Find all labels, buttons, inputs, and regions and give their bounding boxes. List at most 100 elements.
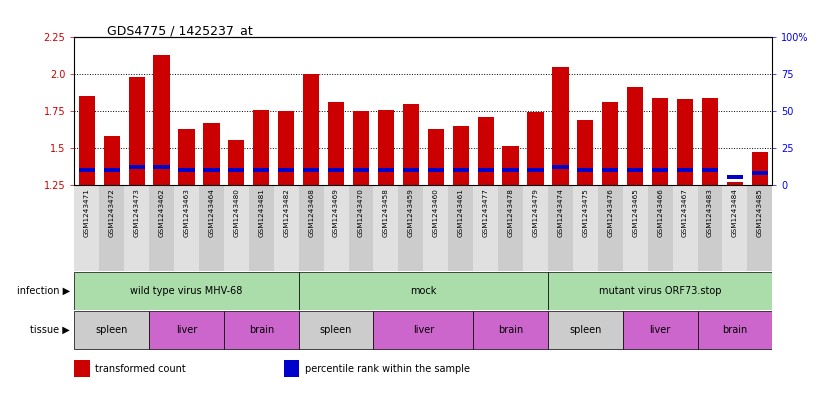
Bar: [203, 123, 220, 185]
Bar: [249, 185, 273, 271]
Bar: [498, 185, 523, 271]
Text: GSM1243470: GSM1243470: [358, 188, 364, 237]
Bar: [648, 185, 672, 271]
Bar: [150, 185, 174, 271]
Bar: [453, 168, 469, 172]
Bar: [129, 77, 145, 185]
Bar: [284, 360, 299, 377]
Bar: [74, 272, 299, 310]
Bar: [99, 185, 124, 271]
Bar: [748, 185, 772, 271]
Bar: [273, 185, 299, 271]
Bar: [353, 168, 369, 172]
Text: GSM1243472: GSM1243472: [109, 188, 115, 237]
Bar: [129, 165, 145, 169]
Bar: [677, 168, 693, 172]
Text: GSM1243480: GSM1243480: [234, 188, 240, 237]
Text: GSM1243473: GSM1243473: [134, 188, 140, 237]
Bar: [428, 168, 444, 172]
Bar: [178, 129, 195, 185]
Bar: [124, 185, 150, 271]
Bar: [548, 311, 623, 349]
Bar: [502, 168, 519, 172]
Text: GSM1243468: GSM1243468: [308, 188, 314, 237]
Text: percentile rank within the sample: percentile rank within the sample: [305, 364, 470, 374]
Bar: [723, 185, 748, 271]
Text: GSM1243481: GSM1243481: [259, 188, 264, 237]
Bar: [353, 111, 369, 185]
Bar: [548, 272, 772, 310]
Text: transformed count: transformed count: [95, 364, 186, 374]
Bar: [74, 311, 150, 349]
Bar: [278, 168, 294, 172]
Bar: [278, 111, 294, 185]
Bar: [473, 311, 548, 349]
Bar: [254, 168, 269, 172]
Bar: [299, 272, 548, 310]
Bar: [74, 185, 99, 271]
Bar: [602, 168, 619, 172]
Bar: [697, 185, 723, 271]
Bar: [752, 171, 768, 175]
Bar: [74, 360, 90, 377]
Bar: [627, 87, 643, 185]
Bar: [398, 185, 424, 271]
Bar: [449, 185, 473, 271]
Text: GSM1243475: GSM1243475: [582, 188, 588, 237]
Bar: [224, 311, 299, 349]
Bar: [373, 311, 473, 349]
Bar: [254, 110, 269, 185]
Text: mock: mock: [411, 286, 436, 296]
Bar: [502, 146, 519, 185]
Text: spleen: spleen: [96, 325, 128, 335]
Bar: [672, 185, 697, 271]
Bar: [423, 185, 449, 271]
Bar: [697, 311, 772, 349]
Text: GSM1243469: GSM1243469: [333, 188, 339, 237]
Text: GSM1243482: GSM1243482: [283, 188, 289, 237]
Bar: [377, 110, 394, 185]
Text: GSM1243461: GSM1243461: [458, 188, 463, 237]
Bar: [228, 168, 244, 172]
Bar: [627, 168, 643, 172]
Bar: [548, 185, 573, 271]
Bar: [727, 182, 743, 185]
Bar: [78, 96, 95, 185]
Bar: [527, 112, 544, 185]
Bar: [303, 168, 320, 172]
Bar: [103, 136, 120, 185]
Bar: [652, 168, 668, 172]
Bar: [523, 185, 548, 271]
Bar: [299, 311, 373, 349]
Text: GSM1243464: GSM1243464: [208, 188, 215, 237]
Bar: [623, 311, 697, 349]
Bar: [598, 185, 623, 271]
Bar: [224, 185, 249, 271]
Text: GSM1243483: GSM1243483: [707, 188, 713, 237]
Text: GSM1243467: GSM1243467: [682, 188, 688, 237]
Text: GSM1243476: GSM1243476: [607, 188, 613, 237]
Bar: [373, 185, 398, 271]
Bar: [150, 311, 224, 349]
Bar: [702, 168, 718, 172]
Bar: [324, 185, 349, 271]
Bar: [78, 168, 95, 172]
Bar: [677, 99, 693, 185]
Bar: [403, 168, 419, 172]
Bar: [577, 168, 593, 172]
Bar: [228, 140, 244, 185]
Bar: [303, 74, 320, 185]
Bar: [199, 185, 224, 271]
Bar: [477, 168, 494, 172]
Bar: [178, 168, 195, 172]
Bar: [428, 129, 444, 185]
Bar: [203, 168, 220, 172]
Text: GSM1243466: GSM1243466: [657, 188, 663, 237]
Text: GSM1243463: GSM1243463: [183, 188, 189, 237]
Bar: [377, 168, 394, 172]
Bar: [403, 104, 419, 185]
Text: GSM1243462: GSM1243462: [159, 188, 164, 237]
Text: wild type virus MHV-68: wild type virus MHV-68: [131, 286, 243, 296]
Bar: [602, 102, 619, 185]
Text: brain: brain: [498, 325, 523, 335]
